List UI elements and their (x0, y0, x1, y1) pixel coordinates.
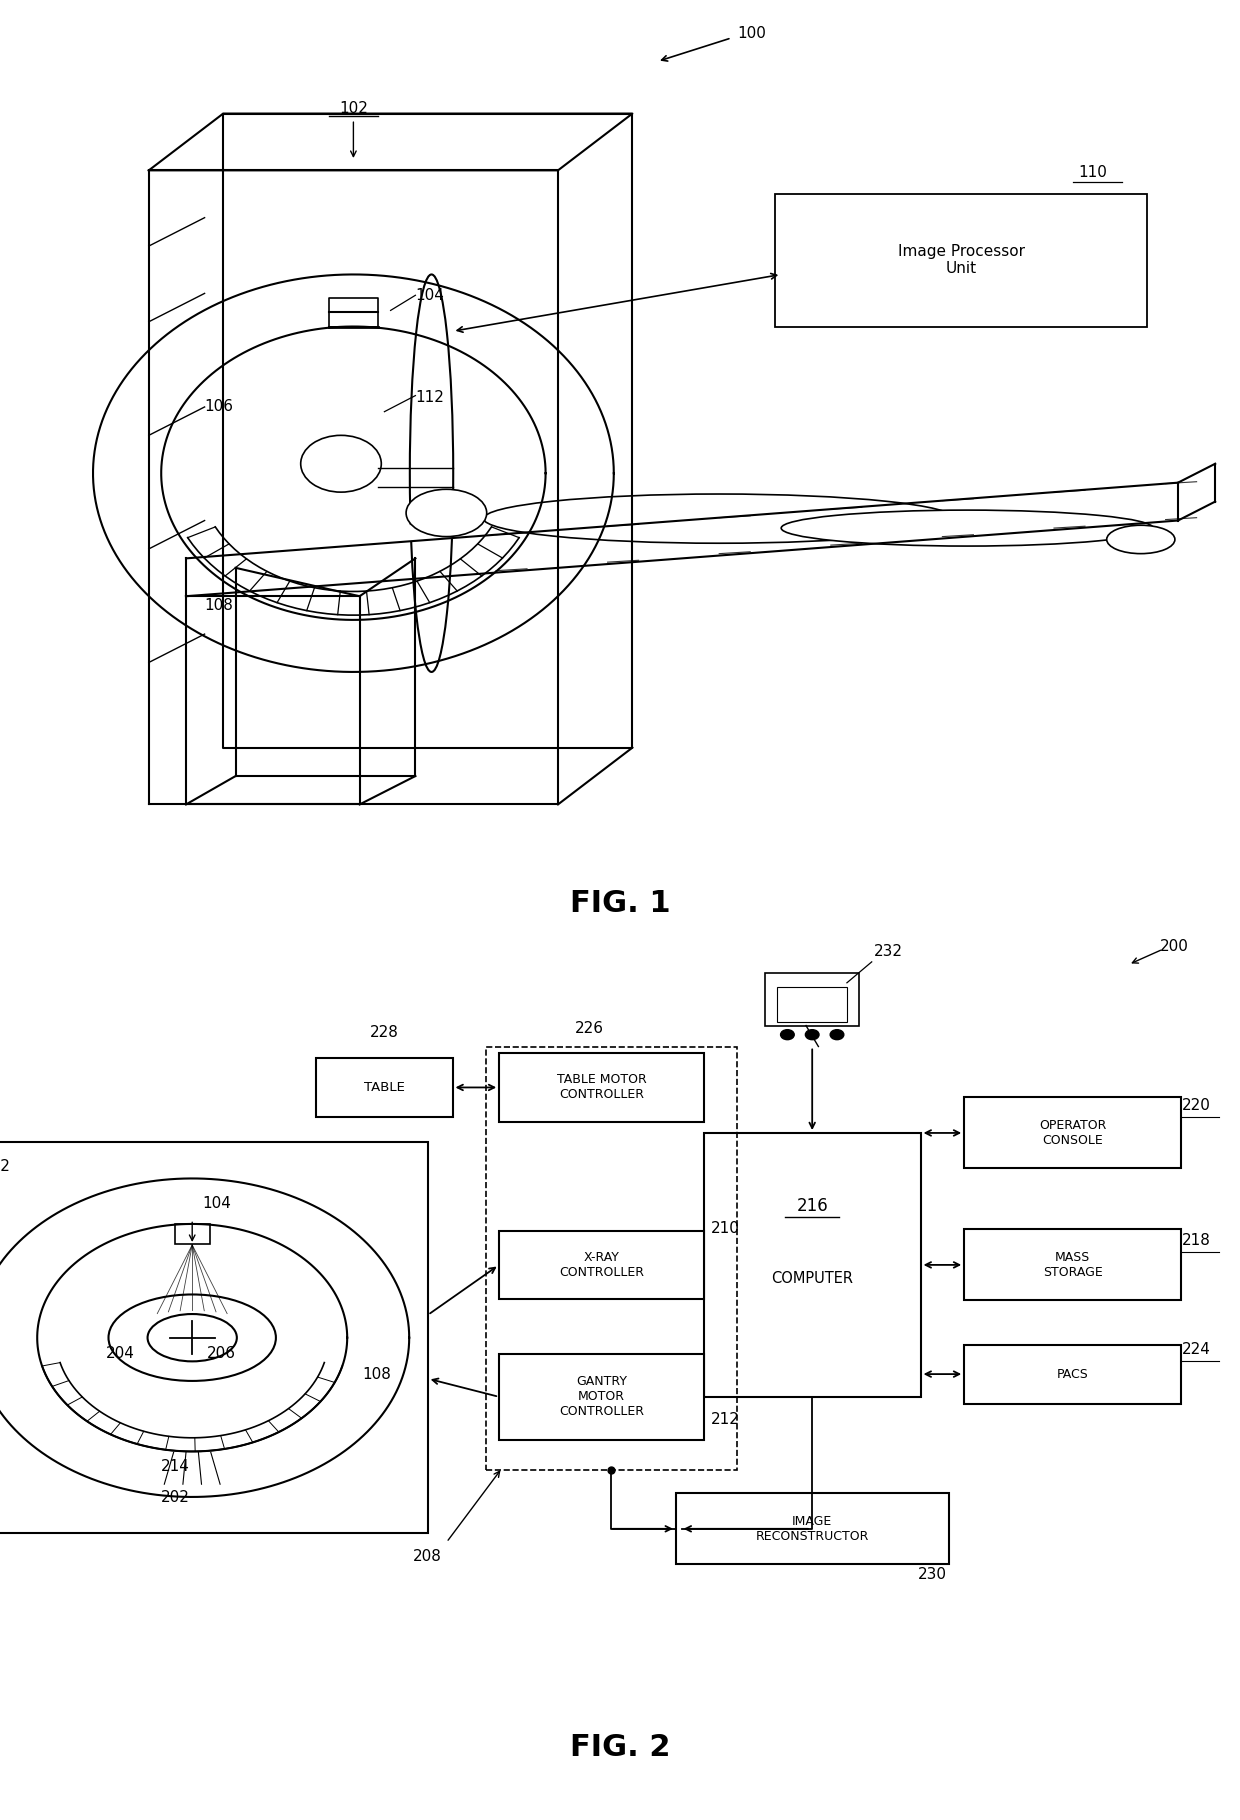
Bar (498, 1354, 703, 1440)
Circle shape (781, 1030, 795, 1039)
Text: 108: 108 (362, 1367, 391, 1381)
Bar (765, 974, 859, 1026)
Text: 202: 202 (161, 1489, 190, 1505)
Bar (777, 986, 847, 1023)
Bar (498, 1054, 703, 1121)
Polygon shape (186, 464, 1215, 559)
Circle shape (805, 1030, 818, 1039)
Text: GANTRY
MOTOR
CONTROLLER: GANTRY MOTOR CONTROLLER (559, 1376, 644, 1418)
Text: 214: 214 (161, 1460, 190, 1474)
Bar (965, 1345, 1180, 1403)
Text: 208: 208 (413, 1549, 443, 1563)
Text: TABLE: TABLE (365, 1081, 404, 1094)
Text: 108: 108 (205, 599, 233, 613)
Text: 218: 218 (1182, 1232, 1210, 1249)
Text: 106: 106 (205, 399, 233, 415)
Text: 204: 204 (105, 1345, 134, 1361)
Text: 104: 104 (202, 1196, 231, 1212)
Text: 226: 226 (574, 1021, 604, 1036)
Text: 228: 228 (370, 1025, 399, 1041)
Text: 110: 110 (1079, 166, 1107, 180)
Text: TABLE MOTOR
CONTROLLER: TABLE MOTOR CONTROLLER (557, 1074, 646, 1101)
Text: 112: 112 (415, 389, 444, 406)
Bar (498, 1230, 703, 1299)
Ellipse shape (1107, 526, 1174, 553)
Circle shape (831, 1030, 844, 1039)
Text: FIG. 2: FIG. 2 (569, 1733, 671, 1762)
Text: 104: 104 (415, 288, 444, 302)
Text: 232: 232 (874, 943, 903, 959)
Bar (316, 1057, 453, 1117)
Text: 230: 230 (918, 1567, 946, 1582)
Bar (965, 1097, 1180, 1168)
Text: X-RAY
CONTROLLER: X-RAY CONTROLLER (559, 1250, 644, 1279)
Ellipse shape (781, 510, 1153, 546)
Text: MASS
STORAGE: MASS STORAGE (1043, 1250, 1102, 1279)
Text: 206: 206 (207, 1345, 236, 1361)
Text: 220: 220 (1182, 1097, 1210, 1114)
FancyBboxPatch shape (775, 195, 1147, 326)
Bar (703, 1132, 920, 1398)
Bar (676, 1492, 949, 1563)
Text: 102: 102 (0, 1159, 10, 1174)
Text: 200: 200 (1159, 939, 1188, 954)
Text: 216: 216 (796, 1198, 828, 1214)
Text: 210: 210 (711, 1221, 739, 1236)
Text: 100: 100 (738, 25, 766, 40)
Bar (0, 1143, 428, 1532)
Bar (175, 1225, 210, 1245)
Text: IMAGE
RECONSTRUCTOR: IMAGE RECONSTRUCTOR (755, 1514, 869, 1543)
Text: 212: 212 (711, 1412, 739, 1427)
Text: PACS: PACS (1056, 1367, 1089, 1381)
Ellipse shape (300, 435, 382, 491)
Text: OPERATOR
CONSOLE: OPERATOR CONSOLE (1039, 1119, 1106, 1147)
Text: 224: 224 (1182, 1341, 1210, 1358)
Text: FIG. 1: FIG. 1 (569, 890, 671, 919)
Text: 102: 102 (339, 102, 368, 116)
Text: Image Processor
Unit: Image Processor Unit (898, 244, 1024, 277)
Ellipse shape (484, 493, 955, 542)
Ellipse shape (407, 490, 486, 537)
Bar (486, 1046, 737, 1471)
Text: COMPUTER: COMPUTER (771, 1270, 853, 1287)
Bar (965, 1230, 1180, 1299)
